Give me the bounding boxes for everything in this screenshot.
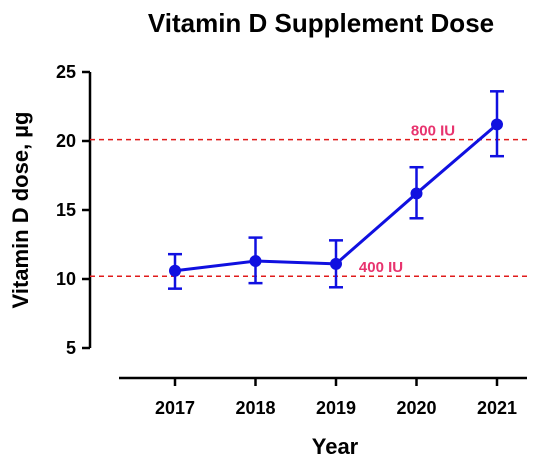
data-point: [169, 264, 181, 277]
reference-line-label: 800 IU: [411, 123, 455, 140]
y-ticks: 5 10 15 20 25: [56, 62, 90, 358]
y-tick-label: 25: [56, 62, 76, 82]
reference-lines: 800 IU 400 IU: [90, 123, 527, 278]
y-tick-label: 10: [56, 269, 76, 289]
reference-line-label: 400 IU: [359, 259, 403, 276]
data-point: [330, 257, 342, 270]
y-tick-label: 20: [56, 131, 76, 151]
x-tick-label: 2017: [155, 398, 195, 418]
y-tick-label: 5: [66, 338, 76, 358]
data-point: [249, 255, 262, 268]
y-axis-label: Vitamin D dose, µg: [8, 112, 33, 309]
chart-title: Vitamin D Supplement Dose: [148, 8, 494, 38]
x-tick-label: 2018: [235, 398, 275, 418]
x-tick-label: 2021: [477, 398, 517, 418]
x-axis-label: Year: [312, 434, 359, 459]
series: [168, 90, 504, 290]
y-tick-label: 15: [56, 200, 76, 220]
data-point: [491, 118, 503, 131]
x-tick-label: 2019: [316, 398, 356, 418]
data-point: [410, 187, 423, 200]
x-tick-label: 2020: [396, 398, 436, 418]
x-ticks: 2017 2018 2019 2020 2021: [155, 378, 517, 418]
